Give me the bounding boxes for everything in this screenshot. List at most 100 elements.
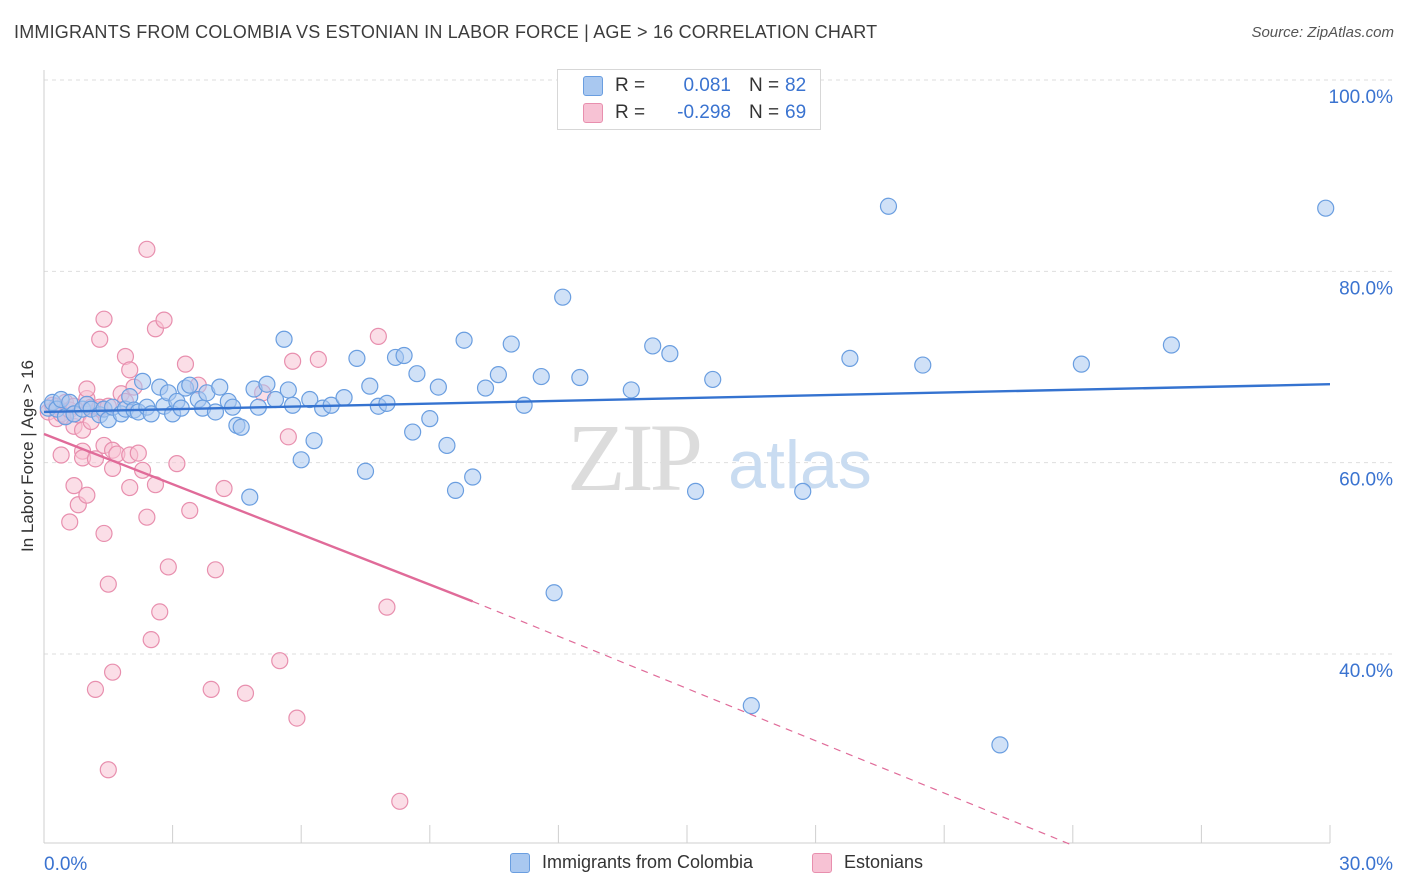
point-estonians-65 bbox=[279, 428, 297, 446]
point-estonians-27 bbox=[91, 330, 109, 348]
point-colombia-82 bbox=[794, 482, 812, 500]
legend-swatch-colombia bbox=[510, 852, 530, 873]
point-colombia-39 bbox=[241, 488, 259, 506]
point-estonians-60 bbox=[206, 561, 225, 579]
point-colombia-80 bbox=[704, 370, 722, 389]
point-colombia-19 bbox=[133, 372, 152, 390]
point-colombia-44 bbox=[275, 330, 293, 348]
point-colombia-87 bbox=[1072, 355, 1090, 373]
point-estonians-67 bbox=[288, 709, 306, 727]
r-value: -0.298 bbox=[677, 102, 731, 123]
legend-row-estonians: R = -0.298 N = 69 bbox=[583, 101, 806, 125]
point-estonians-12 bbox=[65, 477, 83, 495]
point-colombia-45 bbox=[279, 381, 297, 399]
n-label: N = bbox=[749, 75, 780, 96]
axes bbox=[43, 70, 1331, 844]
legend-swatch-estonians bbox=[812, 852, 832, 873]
y-tick-label-2: 60.0% bbox=[1339, 470, 1393, 491]
point-estonians-32 bbox=[99, 761, 117, 779]
n-value: 69 bbox=[785, 102, 807, 123]
y-axis-label: In Labor Force | Age > 16 bbox=[18, 359, 37, 553]
point-colombia-70 bbox=[502, 335, 520, 353]
point-estonians-55 bbox=[168, 455, 186, 473]
legend-row-colombia: R = 0.081 N = 82 bbox=[583, 74, 806, 98]
point-estonians-49 bbox=[142, 631, 160, 649]
point-colombia-81 bbox=[742, 697, 760, 715]
point-colombia-61 bbox=[408, 365, 426, 383]
point-colombia-53 bbox=[348, 349, 366, 367]
point-colombia-38 bbox=[232, 418, 250, 436]
point-estonians-45 bbox=[129, 444, 147, 462]
point-colombia-89 bbox=[1317, 199, 1335, 217]
point-colombia-34 bbox=[211, 378, 229, 396]
r-label: R = bbox=[615, 102, 646, 123]
watermark: ZIP atlas bbox=[567, 404, 872, 511]
x-tick-label-0: 0.0% bbox=[44, 854, 87, 875]
point-colombia-54 bbox=[356, 462, 375, 480]
point-colombia-69 bbox=[489, 366, 507, 384]
point-estonians-59 bbox=[202, 680, 220, 698]
n-value: 82 bbox=[785, 75, 807, 96]
point-colombia-76 bbox=[622, 381, 640, 399]
source-label: Source: ZipAtlas.com bbox=[1251, 24, 1394, 41]
point-colombia-49 bbox=[305, 432, 323, 450]
point-colombia-74 bbox=[554, 288, 572, 306]
point-colombia-71 bbox=[515, 396, 533, 414]
point-estonians-52 bbox=[151, 603, 169, 621]
legend-swatch-colombia bbox=[583, 76, 603, 96]
point-estonians-41 bbox=[121, 478, 139, 497]
point-estonians-61 bbox=[215, 479, 233, 498]
point-colombia-55 bbox=[361, 377, 379, 395]
point-colombia-75 bbox=[571, 368, 589, 387]
point-colombia-84 bbox=[879, 197, 898, 215]
trend-line-colombia bbox=[43, 383, 1331, 414]
r-label: R = bbox=[615, 75, 646, 96]
point-estonians-31 bbox=[99, 575, 117, 593]
point-colombia-46 bbox=[284, 396, 302, 414]
point-colombia-78 bbox=[661, 345, 679, 363]
legend-item-colombia: Immigrants from Colombia bbox=[510, 852, 753, 873]
chart-title: IMMIGRANTS FROM COLOMBIA VS ESTONIAN IN … bbox=[14, 22, 878, 42]
point-colombia-83 bbox=[841, 349, 859, 367]
point-colombia-67 bbox=[464, 468, 482, 486]
point-estonians-53 bbox=[155, 311, 173, 329]
point-estonians-29 bbox=[95, 524, 113, 543]
point-estonians-56 bbox=[176, 355, 195, 373]
point-colombia-79 bbox=[686, 482, 705, 500]
legend-item-estonians: Estonians bbox=[812, 852, 923, 873]
point-colombia-29 bbox=[181, 376, 199, 394]
point-colombia-68 bbox=[476, 379, 495, 397]
point-colombia-64 bbox=[438, 436, 456, 455]
trend-lines bbox=[43, 383, 1331, 846]
trend-line-estonians bbox=[43, 432, 474, 603]
point-colombia-48 bbox=[301, 390, 319, 409]
point-colombia-85 bbox=[914, 356, 932, 374]
watermark-zip: ZIP bbox=[567, 404, 700, 511]
point-estonians-9 bbox=[61, 513, 79, 531]
point-estonians-24 bbox=[86, 680, 105, 698]
y-tick-label-3: 40.0% bbox=[1339, 661, 1393, 682]
grid-lines bbox=[44, 79, 1392, 655]
y-tick-label-1: 80.0% bbox=[1339, 278, 1393, 299]
point-estonians-70 bbox=[378, 598, 396, 616]
point-colombia-59 bbox=[395, 346, 413, 365]
point-colombia-88 bbox=[1162, 336, 1180, 354]
point-estonians-71 bbox=[391, 792, 409, 810]
point-estonians-47 bbox=[138, 508, 156, 526]
point-estonians-43 bbox=[121, 361, 139, 379]
point-colombia-66 bbox=[455, 331, 473, 349]
series-legend: Immigrants from Colombia Estonians bbox=[0, 852, 1406, 878]
tick-labels: 100.0% 80.0% 60.0% 40.0% 0.0% 30.0% bbox=[44, 87, 1393, 875]
point-colombia-73 bbox=[545, 584, 563, 602]
point-estonians-48 bbox=[138, 240, 156, 258]
point-estonians-57 bbox=[181, 501, 199, 520]
point-estonians-19 bbox=[78, 486, 96, 504]
point-estonians-68 bbox=[309, 350, 327, 368]
r-value: 0.081 bbox=[683, 75, 731, 96]
correlation-legend: R = 0.081 N = 82 R = -0.298 N = 69 bbox=[557, 69, 821, 130]
point-colombia-33 bbox=[206, 403, 225, 421]
point-colombia-63 bbox=[429, 378, 447, 396]
point-estonians-30 bbox=[95, 310, 113, 328]
point-colombia-47 bbox=[292, 451, 310, 469]
